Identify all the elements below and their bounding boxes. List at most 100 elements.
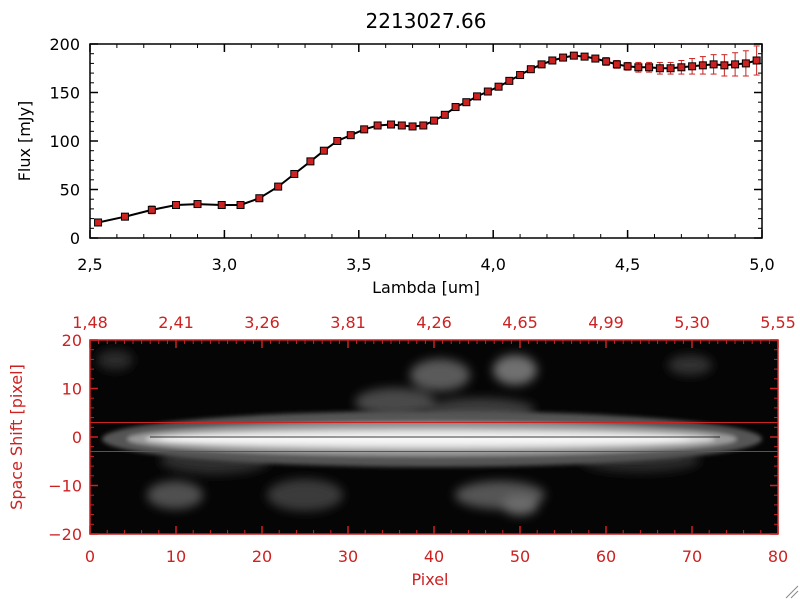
image-x-tick-label: 70 <box>682 547 702 566</box>
data-point <box>645 63 654 72</box>
spectrum-plot-frame <box>89 43 763 239</box>
image-y-tick-label: −10 <box>48 477 82 496</box>
x-tick-label: 4,5 <box>615 255 640 274</box>
data-point <box>274 182 283 191</box>
data-point <box>559 53 568 62</box>
image-x-tick-label: 10 <box>166 547 186 566</box>
image-x-tick-label: 50 <box>510 547 530 566</box>
data-point <box>419 121 428 130</box>
data-point <box>483 87 492 96</box>
image-top-tick-label: 4,65 <box>502 313 538 332</box>
image-x-tick-label: 80 <box>768 547 788 566</box>
data-point <box>473 92 482 101</box>
data-point <box>731 60 740 69</box>
spectrum-x-axis-label: Lambda [um] <box>372 278 480 297</box>
spectrum-line <box>97 54 757 224</box>
data-point <box>494 82 503 91</box>
data-point <box>677 63 686 72</box>
data-point <box>516 71 525 80</box>
spectrum-image-chart: 0 10 20 30 40 50 60 70 80 1,48 2,41 3,26 3,81 4,26 4,6… <box>7 313 796 589</box>
data-point <box>537 60 546 69</box>
y-tick-label: 200 <box>49 35 80 54</box>
image-x-tick-label: 30 <box>338 547 358 566</box>
data-point <box>373 121 382 130</box>
image-x-tick-label: 20 <box>252 547 272 566</box>
image-x-axis-label: Pixel <box>411 570 448 589</box>
image-y-axis-label: Space Shift [pixel] <box>7 364 26 510</box>
data-point <box>430 116 439 125</box>
y-tick-label: 50 <box>60 181 80 200</box>
data-point <box>709 60 718 69</box>
spectrum-chart: 2213027.66 2,5 3,0 3,5 4,0 4,5 5,0 0 50 100 150 20… <box>15 9 775 297</box>
x-tick-label: 5,0 <box>749 255 774 274</box>
data-point <box>505 76 514 85</box>
data-point <box>236 201 245 210</box>
data-point <box>462 98 471 107</box>
image-top-tick-label: 3,26 <box>244 313 280 332</box>
spectrum-axes-ticks: 2,5 3,0 3,5 4,0 4,5 5,0 0 50 100 150 200 <box>49 35 774 274</box>
x-tick-label: 3,5 <box>346 255 371 274</box>
data-point <box>387 120 396 129</box>
spectrum-y-axis-label: Flux [mJy] <box>15 101 34 182</box>
data-point <box>440 110 449 119</box>
data-point <box>255 194 264 203</box>
data-point <box>623 62 632 71</box>
spectrum-data <box>94 45 761 227</box>
image-top-tick-label: 5,55 <box>760 313 796 332</box>
y-tick-label: 0 <box>70 229 80 248</box>
data-point <box>172 201 181 210</box>
data-point <box>147 205 156 214</box>
image-top-tick-label: 3,81 <box>330 313 366 332</box>
data-point <box>408 122 417 131</box>
data-point <box>120 212 129 221</box>
image-y-tick-label: −20 <box>48 525 82 544</box>
image-top-tick-label: 5,30 <box>674 313 710 332</box>
data-point <box>741 59 750 68</box>
resize-grip-icon[interactable] <box>785 585 799 599</box>
image-top-tick-label: 2,41 <box>158 313 194 332</box>
data-point <box>569 51 578 60</box>
image-x-tick-label: 40 <box>424 547 444 566</box>
data-point <box>290 169 299 178</box>
data-point <box>612 60 621 69</box>
image-axes-ticks: 0 10 20 30 40 50 60 70 80 1,48 2,41 3,26 3,81 4,26 4,6… <box>48 313 796 566</box>
data-point <box>193 200 202 209</box>
data-point <box>580 52 589 61</box>
image-y-tick-label: 0 <box>72 428 82 447</box>
data-point <box>451 103 460 112</box>
image-y-tick-label: 20 <box>62 331 82 350</box>
data-point <box>688 62 697 71</box>
x-tick-label: 2,5 <box>77 255 102 274</box>
data-point <box>217 201 226 210</box>
data-point <box>752 56 761 65</box>
data-point <box>602 57 611 66</box>
image-content <box>90 350 778 515</box>
image-x-tick-label: 60 <box>596 547 616 566</box>
spectral-trace <box>102 411 762 467</box>
data-point <box>698 61 707 70</box>
image-top-tick-label: 4,99 <box>588 313 624 332</box>
data-point <box>666 64 675 73</box>
image-y-tick-label: 10 <box>62 380 82 399</box>
data-point <box>397 121 406 130</box>
data-point <box>655 64 664 73</box>
data-point <box>319 146 328 155</box>
data-point <box>94 218 103 227</box>
image-top-tick-label: 1,48 <box>72 313 108 332</box>
image-x-tick-label: 0 <box>85 547 95 566</box>
x-tick-label: 4,0 <box>480 255 505 274</box>
data-point <box>591 54 600 63</box>
data-point <box>548 56 557 65</box>
chart-title: 2213027.66 <box>366 9 487 33</box>
data-point <box>346 131 355 140</box>
y-tick-label: 150 <box>49 84 80 103</box>
y-tick-label: 100 <box>49 132 80 151</box>
x-tick-label: 3,0 <box>212 255 237 274</box>
data-point <box>720 61 729 70</box>
image-top-tick-label: 4,26 <box>416 313 452 332</box>
data-point <box>333 137 342 145</box>
data-point <box>634 63 643 72</box>
data-point <box>306 157 315 166</box>
data-point <box>526 65 535 74</box>
